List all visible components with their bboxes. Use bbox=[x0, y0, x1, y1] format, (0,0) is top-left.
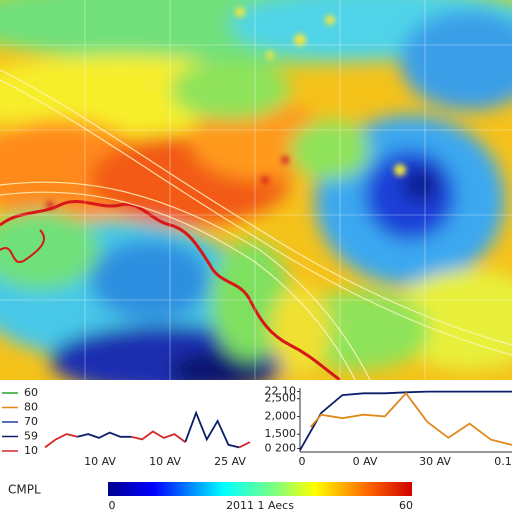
heat-map bbox=[0, 0, 512, 380]
y-tick-label: 22.10 bbox=[265, 385, 297, 398]
colorbar-min: 0 bbox=[109, 499, 116, 512]
colorbar-max: 60 bbox=[399, 499, 413, 512]
x-tick-label: 10 AV bbox=[149, 455, 181, 468]
y-tick-label: 2,000 bbox=[265, 409, 297, 422]
x-tick-label: 0.1 bbox=[494, 455, 512, 468]
colorbar-caption: 2011 1 Aecs bbox=[226, 499, 294, 512]
y-tick-label: 1,500 bbox=[265, 427, 297, 440]
series-line bbox=[77, 410, 240, 449]
x-tick-label: 25 AV bbox=[214, 455, 246, 468]
y-tick-label: 0 200 bbox=[265, 441, 297, 454]
y-tick-label: 2,500 bbox=[265, 392, 297, 405]
legend-label: 10 bbox=[24, 444, 38, 457]
x-tick-label: 0 AV bbox=[353, 455, 378, 468]
x-tick-label: 0 bbox=[299, 455, 306, 468]
x-tick-label: 30 AV bbox=[419, 455, 451, 468]
x-tick-label: 10 AV bbox=[84, 455, 116, 468]
colorbar-label: CMPL bbox=[8, 483, 41, 497]
legend-label: 60 bbox=[24, 386, 38, 399]
colorbar bbox=[108, 482, 412, 496]
series-line bbox=[309, 391, 512, 446]
legend-label: 59 bbox=[24, 430, 38, 443]
legend-label: 70 bbox=[24, 415, 38, 428]
legend-label: 80 bbox=[24, 401, 38, 414]
series-line bbox=[44, 430, 251, 449]
